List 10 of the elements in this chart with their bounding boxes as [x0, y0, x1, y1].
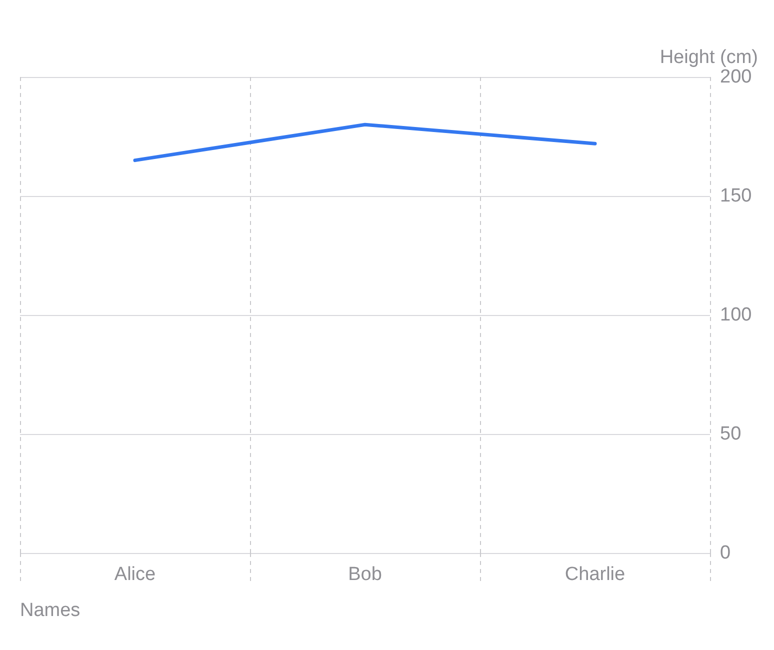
x-tick-label: Alice [114, 564, 156, 585]
y-tick-label: 50 [720, 424, 742, 444]
y-tick-label: 150 [720, 186, 752, 206]
y-tick-label: 100 [720, 304, 752, 326]
x-tick-label: Bob [348, 564, 382, 585]
y-axis-title: Height (cm) [660, 47, 758, 68]
y-tick-label: 200 [720, 66, 752, 88]
x-axis-title: Names [20, 600, 80, 621]
x-tick-label: Charlie [564, 564, 626, 585]
y-tick-label: 0 [720, 542, 731, 564]
